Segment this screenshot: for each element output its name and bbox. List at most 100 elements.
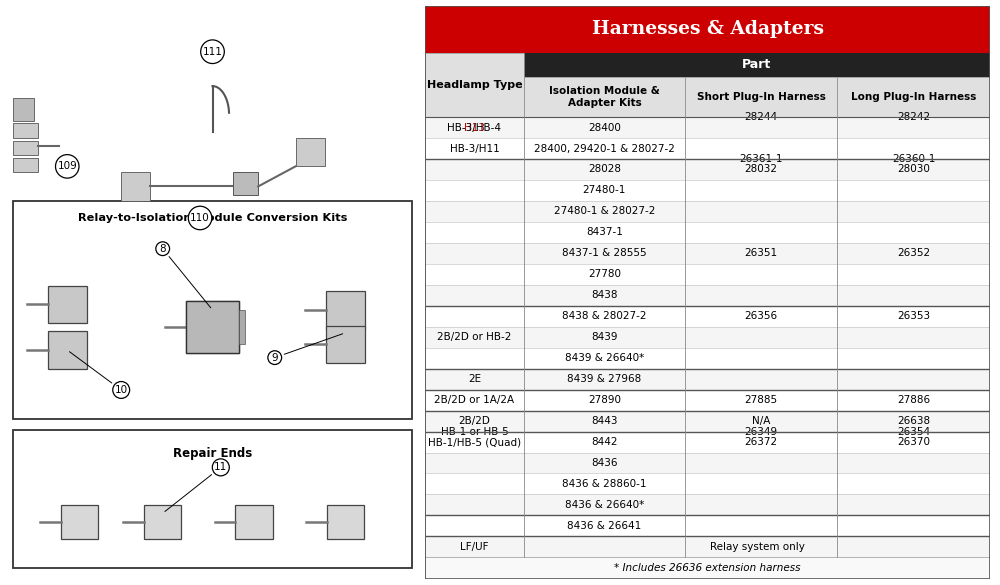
Bar [837, 77, 990, 117]
Text: 2B/2D or 1A/2A: 2B/2D or 1A/2A [434, 395, 514, 405]
Text: 2B/2D: 2B/2D [458, 416, 490, 426]
Bar [186, 301, 239, 353]
Bar [235, 505, 273, 539]
Bar [144, 505, 181, 539]
Bar [425, 390, 990, 411]
Bar [425, 180, 990, 201]
Text: 28244: 28244 [745, 112, 778, 122]
Text: 26372: 26372 [745, 437, 778, 447]
Text: 109: 109 [57, 161, 77, 171]
Bar [425, 222, 990, 243]
Text: 111: 111 [203, 47, 222, 57]
Text: 26638: 26638 [897, 416, 930, 426]
Text: 9: 9 [271, 334, 343, 363]
Bar [524, 77, 685, 117]
Text: Repair Ends: Repair Ends [173, 446, 252, 460]
Bar [61, 505, 98, 539]
Text: 26356: 26356 [745, 311, 778, 321]
Bar [48, 285, 87, 323]
Bar [48, 332, 87, 369]
Text: 8438 & 28027-2: 8438 & 28027-2 [562, 311, 647, 321]
Text: LF/UF: LF/UF [460, 542, 489, 552]
Bar [425, 53, 524, 117]
Text: Long Plug-In Harness: Long Plug-In Harness [851, 92, 976, 102]
Text: 26360-1: 26360-1 [892, 154, 935, 164]
Text: 26349: 26349 [745, 426, 778, 436]
Bar [13, 140, 38, 155]
Bar [425, 201, 990, 222]
Text: HB-3/HB-4: HB-3/HB-4 [447, 122, 501, 133]
Text: 2B/2D or HB-2: 2B/2D or HB-2 [437, 332, 512, 342]
Bar [326, 326, 365, 363]
Text: 8436 & 26640*: 8436 & 26640* [565, 500, 644, 510]
Bar [425, 138, 990, 159]
Text: 27480-1: 27480-1 [583, 185, 626, 195]
Text: 8439 & 27968: 8439 & 27968 [567, 374, 642, 384]
Text: 8436 & 26641: 8436 & 26641 [567, 521, 642, 531]
Bar [121, 172, 150, 201]
Bar [13, 201, 412, 419]
Bar [425, 558, 990, 579]
Bar [425, 159, 990, 180]
Bar [425, 264, 990, 285]
Text: 28400, 29420-1 & 28027-2: 28400, 29420-1 & 28027-2 [534, 143, 675, 153]
Bar [425, 6, 990, 53]
Bar [425, 411, 990, 432]
Bar [524, 53, 990, 77]
Bar [239, 309, 245, 345]
Text: 28032: 28032 [745, 164, 778, 174]
Text: 26361-1: 26361-1 [739, 154, 783, 164]
Bar [13, 430, 412, 567]
Bar [186, 301, 239, 353]
Bar [326, 291, 365, 329]
Text: Isolation Module &
Adapter Kits: Isolation Module & Adapter Kits [549, 86, 660, 108]
Bar [13, 98, 34, 121]
Bar [425, 243, 990, 264]
Bar [685, 77, 837, 117]
Text: 26351: 26351 [745, 249, 778, 259]
Text: 8437-1: 8437-1 [586, 228, 623, 238]
Text: 8443: 8443 [591, 416, 618, 426]
Text: 8439 & 26640*: 8439 & 26640* [565, 353, 644, 363]
Text: 27890: 27890 [588, 395, 621, 405]
Text: 28400: 28400 [588, 122, 621, 133]
Text: 8437-1 & 28555: 8437-1 & 28555 [562, 249, 647, 259]
Text: 27886: 27886 [897, 395, 930, 405]
Text: 8439: 8439 [591, 332, 618, 342]
Bar [296, 137, 325, 166]
Bar [13, 158, 38, 172]
Text: Relay-to-Isolation Module Conversion Kits: Relay-to-Isolation Module Conversion Kit… [78, 213, 347, 223]
Text: 2E: 2E [468, 374, 481, 384]
Text: 26353: 26353 [897, 311, 930, 321]
Text: 28242: 28242 [897, 112, 930, 122]
Text: Part: Part [742, 58, 772, 71]
Bar [425, 515, 990, 536]
Bar [233, 172, 258, 195]
Bar [425, 347, 990, 369]
Bar [425, 432, 990, 453]
Bar [327, 505, 364, 539]
Text: 10: 10 [69, 352, 128, 395]
Text: * Includes 26636 extension harness: * Includes 26636 extension harness [614, 563, 801, 573]
Text: Short Plug-In Harness: Short Plug-In Harness [697, 92, 826, 102]
Text: Headlamp Type: Headlamp Type [427, 80, 522, 90]
Text: EQUIP
SPEC: EQUIP SPEC [145, 223, 280, 305]
Text: 28028: 28028 [588, 164, 621, 174]
Bar [425, 369, 990, 390]
Text: 27780: 27780 [588, 269, 621, 279]
Bar [425, 494, 990, 515]
Bar [425, 327, 990, 347]
Text: 11: 11 [165, 462, 227, 511]
Text: HB-1/HB-5 (Quad): HB-1/HB-5 (Quad) [428, 437, 521, 447]
Text: 110: 110 [190, 213, 210, 223]
Text: 26354: 26354 [897, 426, 930, 436]
Text: 8438: 8438 [591, 290, 618, 300]
Text: 8: 8 [159, 244, 211, 308]
Text: N/A: N/A [752, 416, 770, 426]
Text: 26370: 26370 [897, 437, 930, 447]
Text: HB-1 or HB-5: HB-1 or HB-5 [441, 426, 508, 436]
Text: Relay system only: Relay system only [710, 542, 804, 552]
Bar [425, 285, 990, 306]
Text: 8442: 8442 [591, 437, 618, 447]
Text: 26352: 26352 [897, 249, 930, 259]
